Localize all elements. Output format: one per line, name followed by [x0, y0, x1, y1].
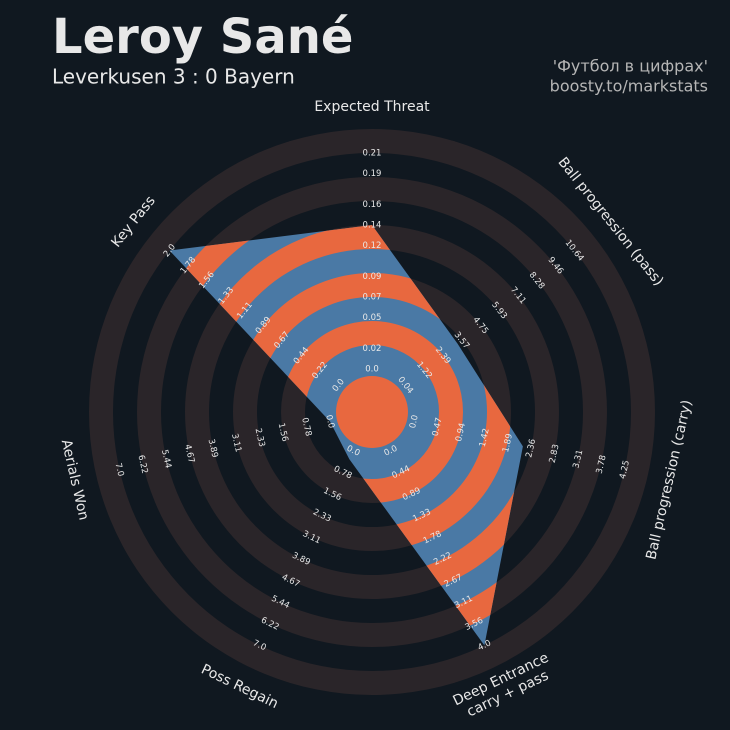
tick-label: 0.05 — [363, 313, 382, 323]
tick-label: 5.44 — [159, 449, 173, 470]
tick-label: 0.21 — [363, 149, 382, 159]
tick-label: 0.16 — [363, 200, 382, 210]
tick-label: 6.22 — [135, 454, 149, 475]
axis-label: Expected Threat — [314, 99, 430, 115]
tick-label: 0.09 — [363, 272, 382, 282]
tick-label: 0.02 — [363, 344, 382, 354]
tick-label: 2.83 — [548, 443, 562, 464]
tick-label: 0.78 — [299, 417, 313, 438]
tick-label: 3.89 — [206, 438, 220, 459]
tick-label: 4.67 — [182, 443, 196, 464]
tick-label: 0.47 — [431, 417, 445, 438]
tick-label: 0.07 — [363, 293, 382, 303]
tick-label: 1.56 — [276, 422, 290, 443]
chart-title: Leroy Sané — [52, 9, 353, 65]
tick-label: 0.0 — [408, 414, 421, 429]
chart-subtitle: Leverkusen 3 : 0 Bayern — [52, 65, 295, 89]
tick-label: 0.94 — [454, 422, 468, 443]
credit: boosty.to/markstats — [550, 77, 708, 96]
tick-label: 0.19 — [363, 169, 382, 179]
tick-label: 3.11 — [229, 433, 243, 454]
tick-label: 1.89 — [501, 433, 515, 454]
center-disk — [336, 376, 408, 448]
tick-label: 2.33 — [253, 427, 267, 448]
tick-label: 4.25 — [618, 459, 632, 480]
tick-label: 7.0 — [113, 462, 126, 477]
tick-label: 0.14 — [363, 221, 382, 231]
tick-label: 3.78 — [595, 454, 609, 475]
credit: 'Футбол в цифрах' — [553, 57, 708, 76]
tick-label: 2.36 — [524, 438, 538, 459]
plot-area — [169, 225, 523, 646]
tick-label: 0.0 — [365, 365, 379, 375]
tick-label: 1.42 — [478, 427, 492, 448]
tick-label: 3.31 — [571, 449, 585, 470]
tick-label: 0.0 — [323, 414, 336, 429]
tick-label: 0.12 — [363, 241, 382, 251]
